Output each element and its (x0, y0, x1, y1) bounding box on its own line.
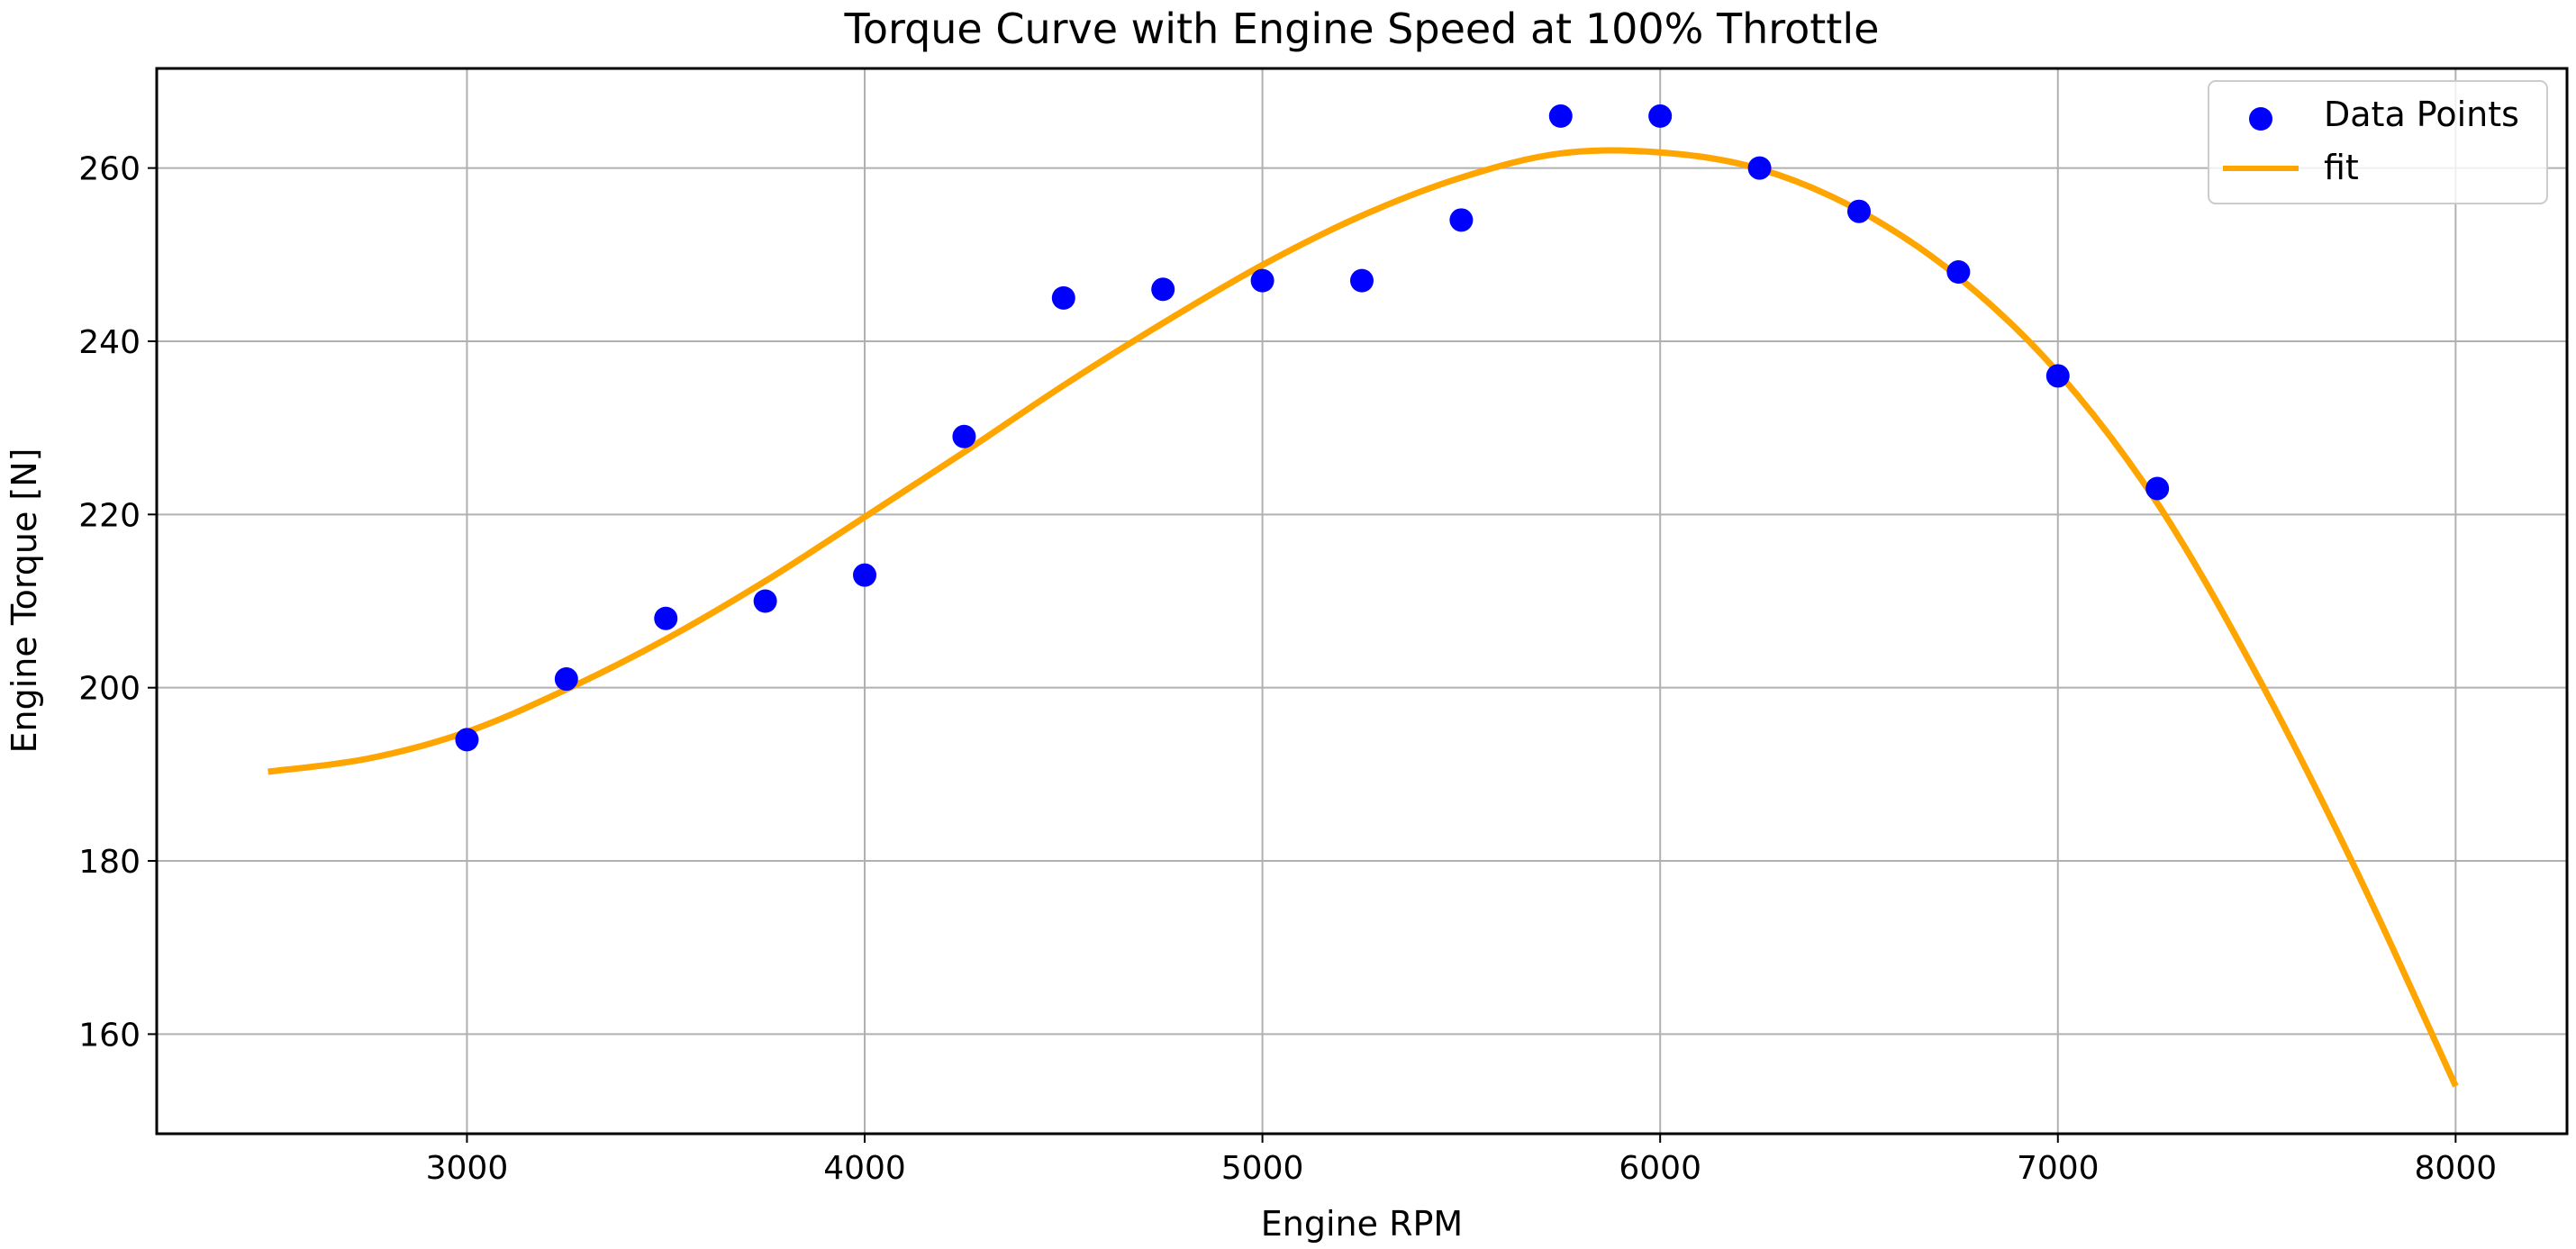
data-point (1648, 104, 1673, 128)
x-axis-label: Engine RPM (1261, 1204, 1463, 1244)
x-tick-label: 3000 (426, 1150, 509, 1187)
y-tick-label: 200 (78, 671, 141, 708)
x-tick-label: 7000 (2017, 1150, 2100, 1187)
y-axis-label: Engine Torque [N] (5, 448, 44, 753)
data-points-layer (455, 104, 2170, 752)
data-point (1946, 260, 1971, 285)
data-point (1250, 268, 1274, 293)
fit-layer (268, 147, 2459, 1088)
x-tick-label: 5000 (1221, 1150, 1304, 1187)
data-point (952, 424, 976, 448)
data-point (1548, 104, 1573, 128)
legend-marker-data-points (2249, 107, 2272, 131)
legend-label-data-points: Data Points (2324, 95, 2519, 134)
data-point (654, 606, 678, 630)
legend-box (2208, 80, 2548, 204)
data-point (1449, 208, 1474, 232)
plot-area (157, 68, 2567, 1134)
data-point (2045, 364, 2070, 388)
y-tick-label: 220 (78, 497, 141, 534)
legend-label-fit: fit (2324, 148, 2359, 187)
data-point (2145, 476, 2170, 501)
y-tick-label: 160 (78, 1017, 141, 1054)
x-axis-ticks: 3000 4000 5000 6000 7000 8000 (426, 1134, 2498, 1187)
x-tick-label: 4000 (823, 1150, 906, 1187)
y-tick-label: 240 (78, 324, 141, 361)
data-point (853, 563, 877, 587)
data-point (1350, 268, 1374, 293)
data-point (455, 728, 479, 752)
y-axis-ticks: 160 180 200 220 240 260 (78, 151, 157, 1054)
y-tick-label: 260 (78, 151, 141, 188)
data-point (1846, 199, 1871, 223)
plot-frame (155, 67, 2569, 1136)
y-tick-label: 180 (78, 844, 141, 881)
data-point (1151, 277, 1175, 302)
x-tick-label: 8000 (2415, 1150, 2498, 1187)
data-point (753, 589, 777, 613)
chart-title: Torque Curve with Engine Speed at 100% T… (844, 5, 1880, 53)
fit-line (268, 147, 2459, 1088)
data-point (1747, 156, 1772, 180)
data-point (554, 667, 578, 692)
x-tick-label: 6000 (1619, 1150, 1701, 1187)
data-point (1051, 285, 1075, 310)
legend: Data Points fit (2208, 80, 2548, 204)
